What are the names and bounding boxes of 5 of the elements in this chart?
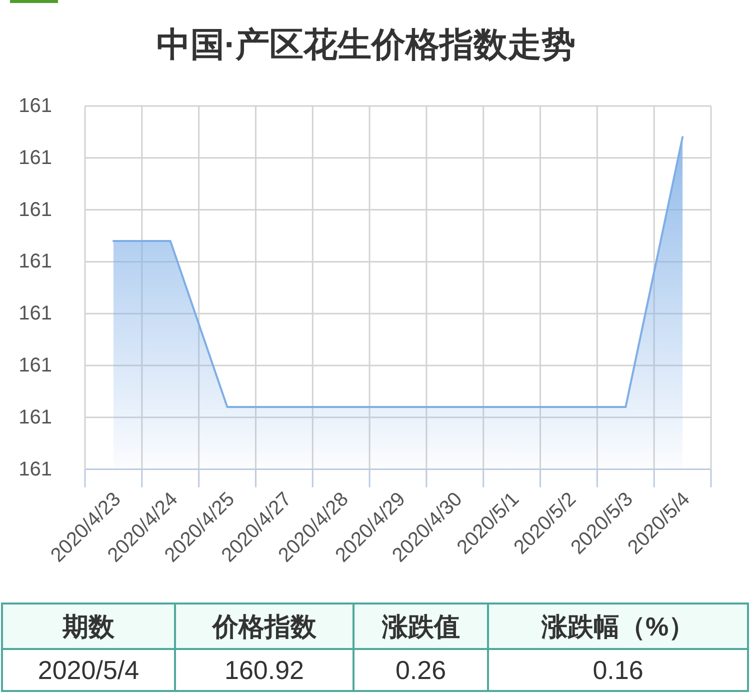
title: 中国·产区花生价格指数走势: [156, 26, 576, 64]
table-cell: 0.26: [395, 655, 446, 685]
table-cell: 0.16: [592, 655, 644, 685]
table-cell: 2020/5/4: [38, 655, 140, 685]
table-cell: 160.92: [224, 655, 304, 685]
